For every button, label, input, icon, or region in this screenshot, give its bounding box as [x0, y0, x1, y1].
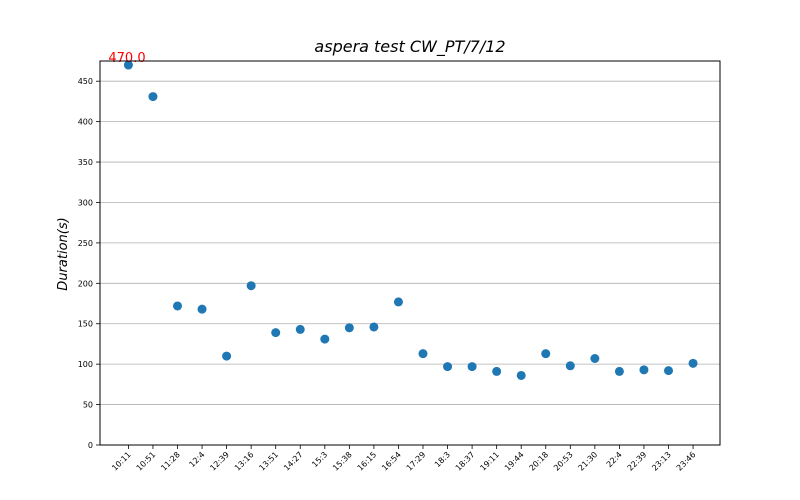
y-axis-label: Duration(s)	[56, 217, 71, 290]
data-point	[295, 324, 305, 334]
plot-area-frame	[99, 60, 721, 446]
data-point	[393, 297, 403, 307]
x-tick-label: 13:51	[257, 450, 280, 473]
x-tick-label: 19:11	[478, 450, 501, 473]
data-point	[639, 365, 649, 375]
data-point	[565, 361, 575, 371]
x-tick-label: 22:4	[605, 450, 624, 469]
data-point	[590, 353, 600, 363]
data-point	[344, 323, 354, 333]
data-point	[541, 349, 551, 359]
y-tick-label: 150	[78, 320, 93, 329]
x-tick-label: 22:39	[626, 450, 649, 473]
grid-lines	[100, 80, 720, 446]
y-tick-label: 50	[83, 401, 93, 410]
x-tick-label: 23:13	[650, 450, 673, 473]
data-point	[320, 334, 330, 344]
x-tick-label: 13:16	[233, 450, 256, 473]
annotations: 470.0	[108, 51, 145, 66]
x-tick-label: 23:46	[675, 450, 698, 473]
data-point	[614, 366, 624, 376]
x-tick-label: 11:28	[159, 450, 182, 473]
x-tick-label: 15:3	[310, 450, 329, 469]
y-tick-label: 250	[78, 239, 93, 248]
x-tick-label: 12:4	[187, 450, 206, 469]
x-tick-label: 20:53	[552, 450, 575, 473]
x-tick-label: 14:27	[282, 450, 305, 473]
y-tick-label: 450	[78, 77, 93, 86]
data-point	[246, 281, 256, 291]
x-tick-label: 19:44	[503, 450, 526, 473]
x-tick-label: 18:37	[454, 450, 477, 473]
data-point	[123, 60, 133, 70]
data-point	[688, 358, 698, 368]
data-point	[516, 370, 526, 380]
y-tick-label: 300	[78, 198, 93, 207]
value-annotation: 470.0	[108, 51, 145, 66]
x-tick-label: 17:29	[405, 450, 428, 473]
data-point	[222, 351, 232, 361]
x-tick-label: 18:3	[433, 450, 452, 469]
y-axis-ticks: 0 50 100 150 200 250 300 350 400 450	[78, 77, 100, 450]
y-tick-label: 100	[78, 360, 93, 369]
data-point	[664, 366, 673, 376]
x-tick-label: 10:11	[110, 450, 133, 473]
x-tick-label: 10:51	[135, 450, 158, 473]
x-tick-label: 15:38	[331, 450, 354, 473]
data-point	[492, 366, 502, 376]
x-tick-label: 12:39	[208, 450, 231, 473]
y-tick-label: 0	[88, 441, 93, 450]
data-point	[271, 328, 281, 338]
x-tick-label: 16:15	[356, 450, 379, 473]
x-tick-label: 21:30	[577, 450, 600, 473]
data-points	[123, 60, 698, 380]
y-tick-label: 400	[78, 118, 93, 127]
chart-title: aspera test CW_PT/7/12	[314, 37, 505, 57]
data-point	[369, 322, 379, 332]
data-point	[467, 362, 477, 372]
y-tick-label: 350	[78, 158, 93, 167]
data-point	[173, 301, 182, 311]
data-point	[443, 362, 453, 372]
data-point	[418, 349, 428, 359]
data-point	[148, 92, 158, 102]
x-tick-label: 20:18	[527, 450, 550, 473]
x-axis-ticks: 10:11 10:51 11:28 12:4 12:39 13:16 13:51 14:27 1…	[110, 445, 697, 473]
x-tick-label: 16:54	[380, 450, 403, 473]
y-tick-label: 200	[78, 279, 93, 288]
data-point	[197, 304, 207, 314]
